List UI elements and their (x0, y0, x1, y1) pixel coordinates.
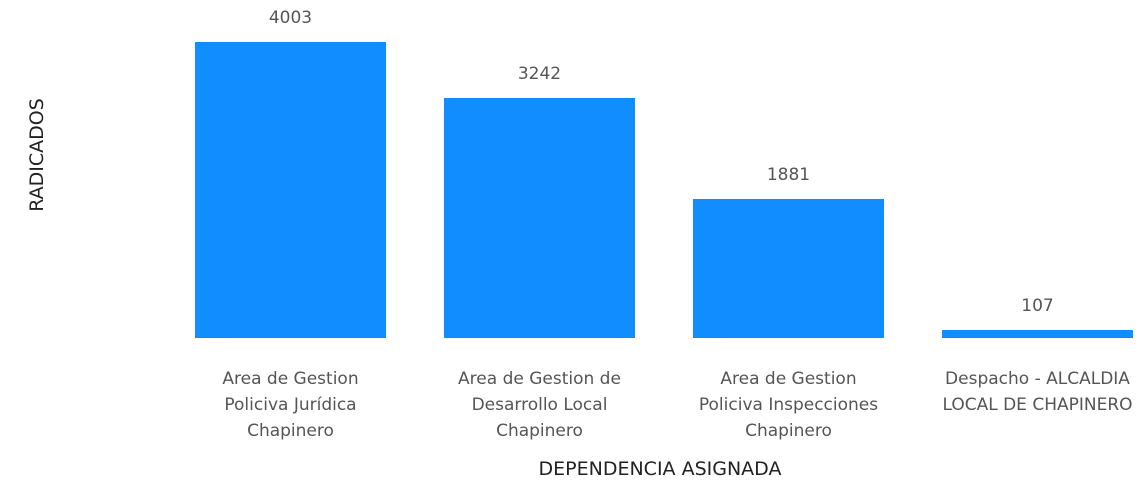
x-tick-label: Area de Gestion de Desarrollo Local Chap… (458, 369, 621, 441)
data-label: 3242 (517, 64, 562, 85)
x-tick-label: Area de Gestion Policiva Jurídica Chapin… (222, 369, 359, 441)
y-axis-title: RADICADOS (26, 98, 48, 212)
bar (195, 42, 386, 338)
x-tick-label: Area de Gestion Policiva Inspecciones Ch… (698, 369, 879, 441)
bar (942, 330, 1133, 338)
bar (693, 198, 884, 338)
bar (444, 98, 635, 338)
data-label: 4003 (268, 8, 313, 28)
x-axis-title: DEPENDENCIA ASIGNADA (538, 458, 782, 480)
x-tick-label: Despacho - ALCALDIA LOCAL DE CHAPINERO (942, 369, 1133, 415)
data-label: 107 (1021, 296, 1054, 317)
data-label: 1881 (766, 164, 811, 185)
